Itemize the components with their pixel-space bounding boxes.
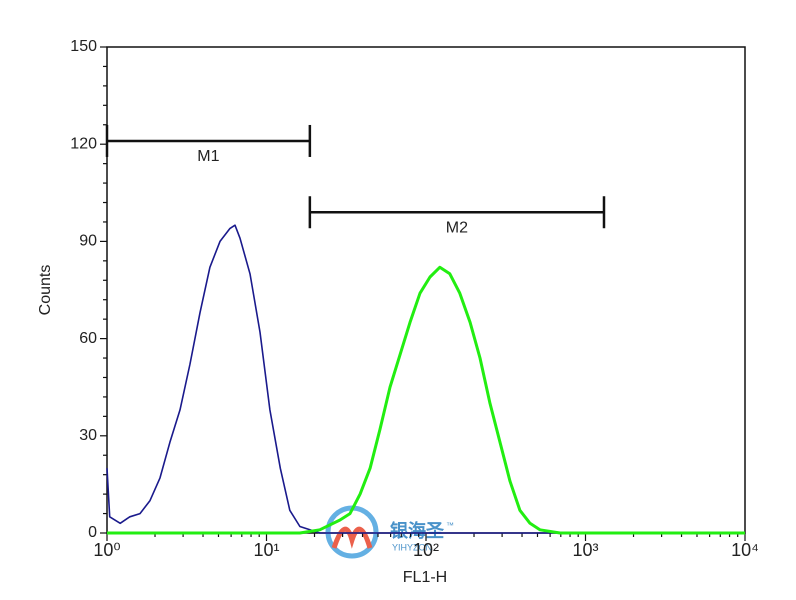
watermark-logo bbox=[325, 505, 379, 559]
y-tick-label: 150 bbox=[70, 38, 97, 55]
watermark-tm: ™ bbox=[446, 521, 454, 530]
y-tick-label: 90 bbox=[79, 233, 97, 250]
marker-label: M2 bbox=[446, 219, 468, 236]
y-tick-label: 120 bbox=[70, 135, 97, 152]
marker-label: M1 bbox=[197, 148, 219, 165]
y-tick-label: 0 bbox=[88, 524, 97, 541]
x-tick-label: 10¹ bbox=[253, 540, 279, 560]
x-tick-label: 10⁰ bbox=[93, 540, 120, 560]
x-axis-label: FL1-H bbox=[403, 569, 447, 586]
y-tick-label: 60 bbox=[79, 330, 97, 347]
histogram-line bbox=[106, 224, 745, 534]
x-tick-label: 10² bbox=[413, 540, 439, 560]
x-tick-label: 10³ bbox=[572, 540, 598, 560]
watermark-text: 银海圣 bbox=[390, 520, 445, 541]
watermark-logo-mark bbox=[331, 526, 373, 549]
x-tick-label: 10⁴ bbox=[731, 540, 759, 560]
histogram-line bbox=[107, 265, 745, 535]
y-tick-label: 30 bbox=[79, 427, 97, 444]
y-axis-label: Counts bbox=[37, 265, 54, 316]
watermark-subtext: YIHYZON bbox=[392, 542, 432, 552]
plot-frame bbox=[106, 46, 746, 534]
